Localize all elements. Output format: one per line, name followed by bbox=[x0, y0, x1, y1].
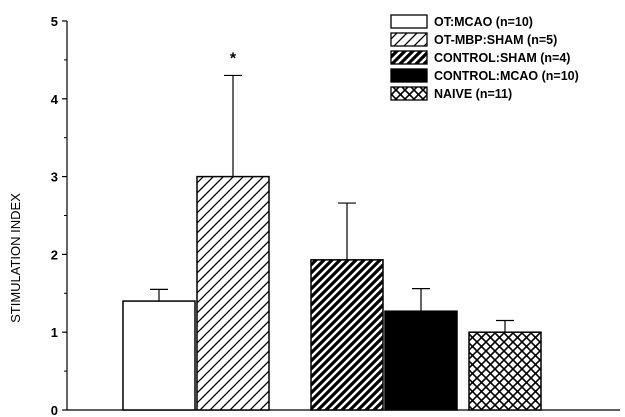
legend-swatch bbox=[390, 68, 428, 83]
legend-label: OT:MCAO (n=10) bbox=[434, 15, 533, 29]
legend-swatch bbox=[390, 14, 428, 29]
y-tick-label: 4 bbox=[51, 92, 59, 107]
bar-group: * bbox=[196, 50, 270, 411]
significance-marker: * bbox=[230, 50, 237, 67]
bar-group bbox=[384, 288, 458, 411]
bar bbox=[196, 175, 270, 411]
bar bbox=[310, 259, 384, 411]
bar-group bbox=[310, 202, 384, 411]
bar-group bbox=[468, 319, 542, 411]
legend-swatch bbox=[390, 50, 428, 65]
y-tick-label: 3 bbox=[51, 170, 58, 185]
legend-label: NAIVE (n=11) bbox=[434, 87, 512, 101]
legend-swatch bbox=[390, 86, 428, 101]
bar-group bbox=[122, 288, 196, 411]
y-tick-label: 1 bbox=[51, 325, 58, 340]
y-tick-label: 0 bbox=[51, 403, 58, 417]
legend: OT:MCAO (n=10) OT-MBP:SHAM (n=5) CONTROL:S… bbox=[390, 14, 579, 101]
legend-item: CONTROL:SHAM (n=4) bbox=[390, 50, 570, 65]
y-axis-label: STIMULATION INDEX bbox=[8, 193, 23, 323]
bar bbox=[468, 331, 542, 411]
bar bbox=[384, 310, 458, 411]
bar bbox=[122, 300, 196, 411]
y-tick-label: 5 bbox=[51, 14, 58, 29]
legend-item: OT-MBP:SHAM (n=5) bbox=[390, 32, 557, 47]
bars: * bbox=[122, 50, 542, 411]
legend-label: CONTROL:MCAO (n=10) bbox=[434, 69, 579, 83]
legend-item: CONTROL:MCAO (n=10) bbox=[390, 68, 579, 83]
y-tick-label: 2 bbox=[51, 247, 58, 262]
legend-label: CONTROL:SHAM (n=4) bbox=[434, 51, 570, 65]
legend-item: OT:MCAO (n=10) bbox=[390, 14, 533, 29]
legend-item: NAIVE (n=11) bbox=[390, 86, 512, 101]
legend-label: OT-MBP:SHAM (n=5) bbox=[434, 33, 557, 47]
legend-swatch bbox=[390, 32, 428, 47]
